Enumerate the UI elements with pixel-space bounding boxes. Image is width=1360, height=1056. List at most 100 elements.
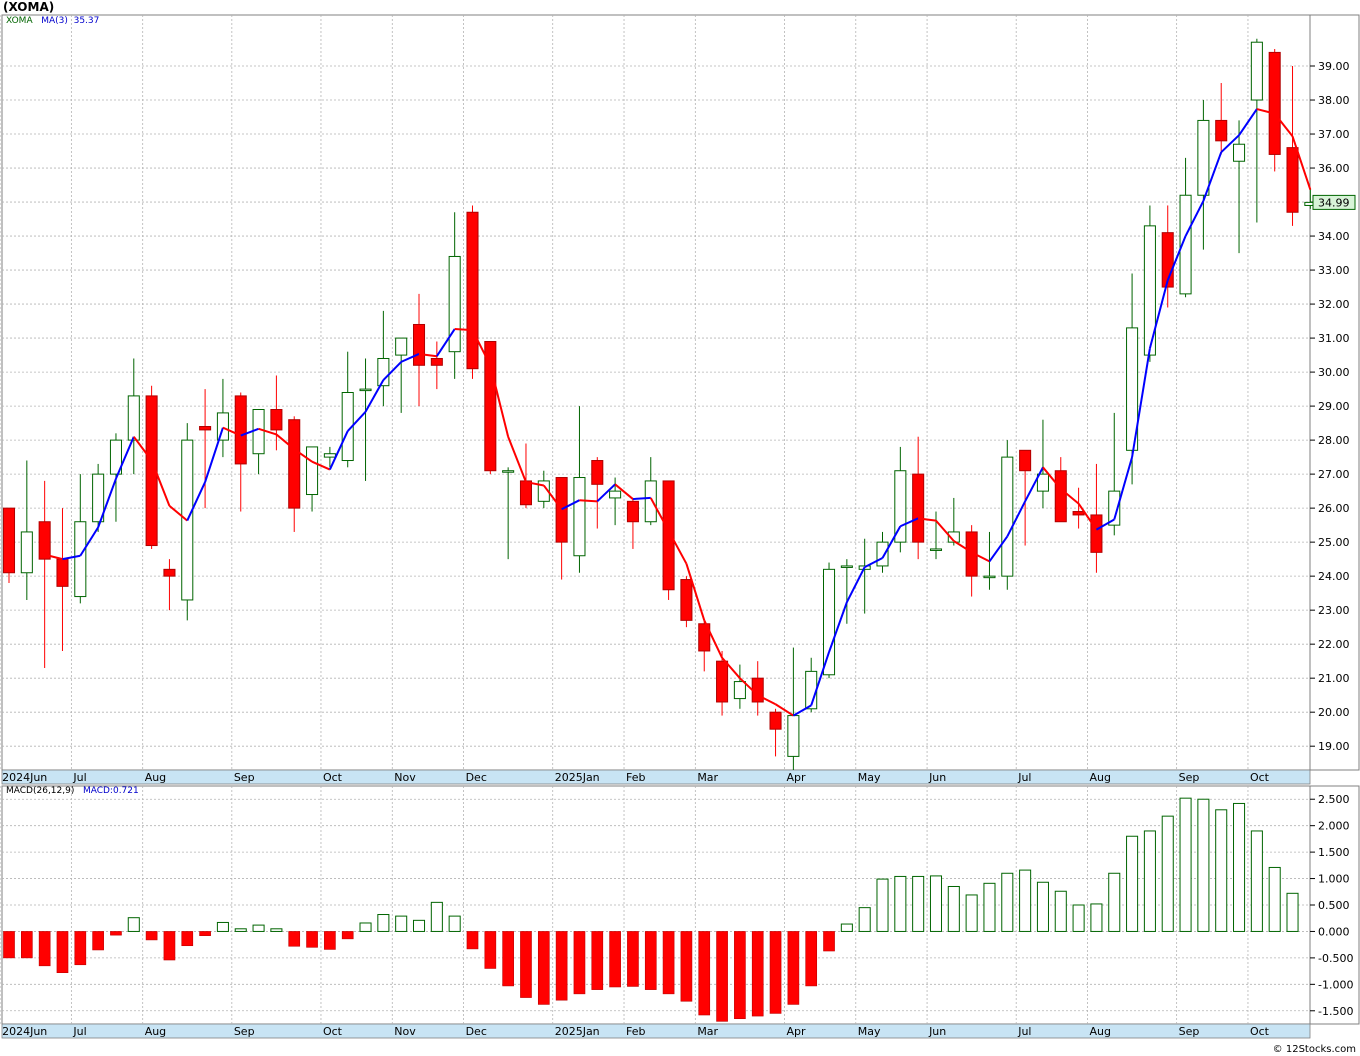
ma-line-segment <box>596 483 616 503</box>
macd-bar <box>858 907 871 932</box>
macd-bar <box>252 924 265 932</box>
macd-bar <box>537 931 550 1005</box>
price-x-tick-label: Dec <box>466 771 487 784</box>
candle-body <box>323 453 336 458</box>
ma-line-segment <box>1006 500 1027 537</box>
ma-line-segment <box>632 496 651 501</box>
macd-bar <box>947 885 960 932</box>
candle-body <box>466 211 479 370</box>
macd-bar <box>145 931 158 941</box>
macd-y-tick-label: 1.000 <box>1318 873 1350 886</box>
macd-bar <box>965 894 978 932</box>
macd-month-band <box>1 1023 1311 1039</box>
ma-line-segment <box>1148 280 1169 349</box>
candle-body <box>1108 490 1121 526</box>
price-x-tick-label: Jun <box>928 771 946 784</box>
macd-x-tick-label: Feb <box>626 1025 645 1038</box>
candle-body <box>306 446 319 496</box>
ma-line-segment <box>1077 503 1098 531</box>
macd-bar <box>1001 872 1014 932</box>
ma-line-segment <box>471 329 492 366</box>
last-price-label: 34.99 <box>1318 196 1350 209</box>
price-y-tick-label: 26.00 <box>1318 502 1350 515</box>
ma-line-segment <box>703 619 723 659</box>
macd-bar <box>484 931 497 969</box>
price-x-tick-label: Mar <box>697 771 718 784</box>
legend-ma-label: MA(3) <box>41 16 68 26</box>
candle-body <box>644 480 657 523</box>
site-credit: © 12Stocks.com <box>1272 1044 1356 1055</box>
ma-line-segment <box>186 481 207 522</box>
price-x-tick-label: 2024Jun <box>2 771 47 784</box>
candle-body <box>234 395 247 465</box>
candle-body <box>1036 473 1049 492</box>
candle-body <box>92 473 105 523</box>
candle-body <box>751 677 764 703</box>
macd-bar <box>359 922 372 932</box>
price-x-tick-label: 2025Jan <box>555 771 600 784</box>
ma-line-segment <box>1060 488 1080 505</box>
macd-x-tick-label: Jul <box>1017 1025 1031 1038</box>
macd-bar <box>929 875 943 932</box>
macd-bar <box>38 931 51 967</box>
price-x-tick-label: Nov <box>394 771 416 784</box>
macd-y-tick-label: 2.500 <box>1318 793 1350 806</box>
price-legend: XOMA MA(3) 35.37 <box>6 16 99 26</box>
macd-bar <box>1019 869 1032 932</box>
candle-body <box>626 500 639 523</box>
ma-line-segment <box>988 535 1009 562</box>
ma-line-segment <box>240 427 259 437</box>
ma-line-segment <box>293 448 313 463</box>
macd-y-tick-label: -0.500 <box>1318 952 1353 965</box>
ma-line-segment <box>1024 466 1044 502</box>
price-y-tick-label: 29.00 <box>1318 400 1350 413</box>
macd-bar <box>662 931 675 995</box>
candle-body <box>912 473 925 543</box>
ma-line-segment <box>667 530 688 565</box>
candle-body <box>591 460 604 485</box>
price-x-tick-label: Jul <box>1017 771 1031 784</box>
ma-line-segment <box>382 361 402 381</box>
candle-body <box>1233 143 1246 162</box>
macd-x-tick-label: May <box>858 1025 881 1038</box>
candle-body <box>2 507 16 574</box>
price-panel-frame <box>1 14 1311 771</box>
candle-body <box>716 660 729 703</box>
ma-line-segment <box>168 505 188 522</box>
ma-line-segment <box>1256 108 1275 115</box>
macd-bar <box>199 931 211 936</box>
macd-bar <box>306 931 318 948</box>
ma-line-segment <box>1131 348 1151 458</box>
candle-body <box>823 568 836 676</box>
macd-bar <box>181 931 194 947</box>
macd-bar <box>805 931 818 987</box>
candle-body <box>1054 470 1067 523</box>
macd-y-tick-label: 2.000 <box>1318 820 1350 833</box>
macd-bar <box>520 931 532 998</box>
macd-x-tick-label: Oct <box>1250 1025 1270 1038</box>
candle-body <box>74 521 87 598</box>
candle-body <box>1215 119 1228 142</box>
macd-y-tick-label: 0.000 <box>1318 925 1350 938</box>
macd-bar <box>1179 797 1192 932</box>
candle-body <box>519 480 533 506</box>
ma-line-segment <box>454 328 473 332</box>
ma-line-segment <box>792 704 812 717</box>
macd-bar <box>448 915 461 932</box>
ma-line-segment <box>845 566 866 603</box>
candle-body <box>1197 119 1210 196</box>
macd-x-tick-label: Apr <box>786 1025 806 1038</box>
macd-bar <box>110 931 122 936</box>
price-y-tick-label: 38.00 <box>1318 94 1350 107</box>
price-month-band <box>1 769 1311 785</box>
ma-line-segment <box>62 554 81 561</box>
ma-line-segment <box>436 328 456 357</box>
ma-line-segment <box>561 499 580 511</box>
ma-line-segment <box>881 525 902 559</box>
last-price-box <box>1312 194 1356 210</box>
candle-body <box>894 470 907 543</box>
macd-legend-name: MACD(26,12,9) <box>6 786 75 796</box>
price-x-tick-label: Oct <box>323 771 343 784</box>
ma-line-segment <box>311 460 331 471</box>
